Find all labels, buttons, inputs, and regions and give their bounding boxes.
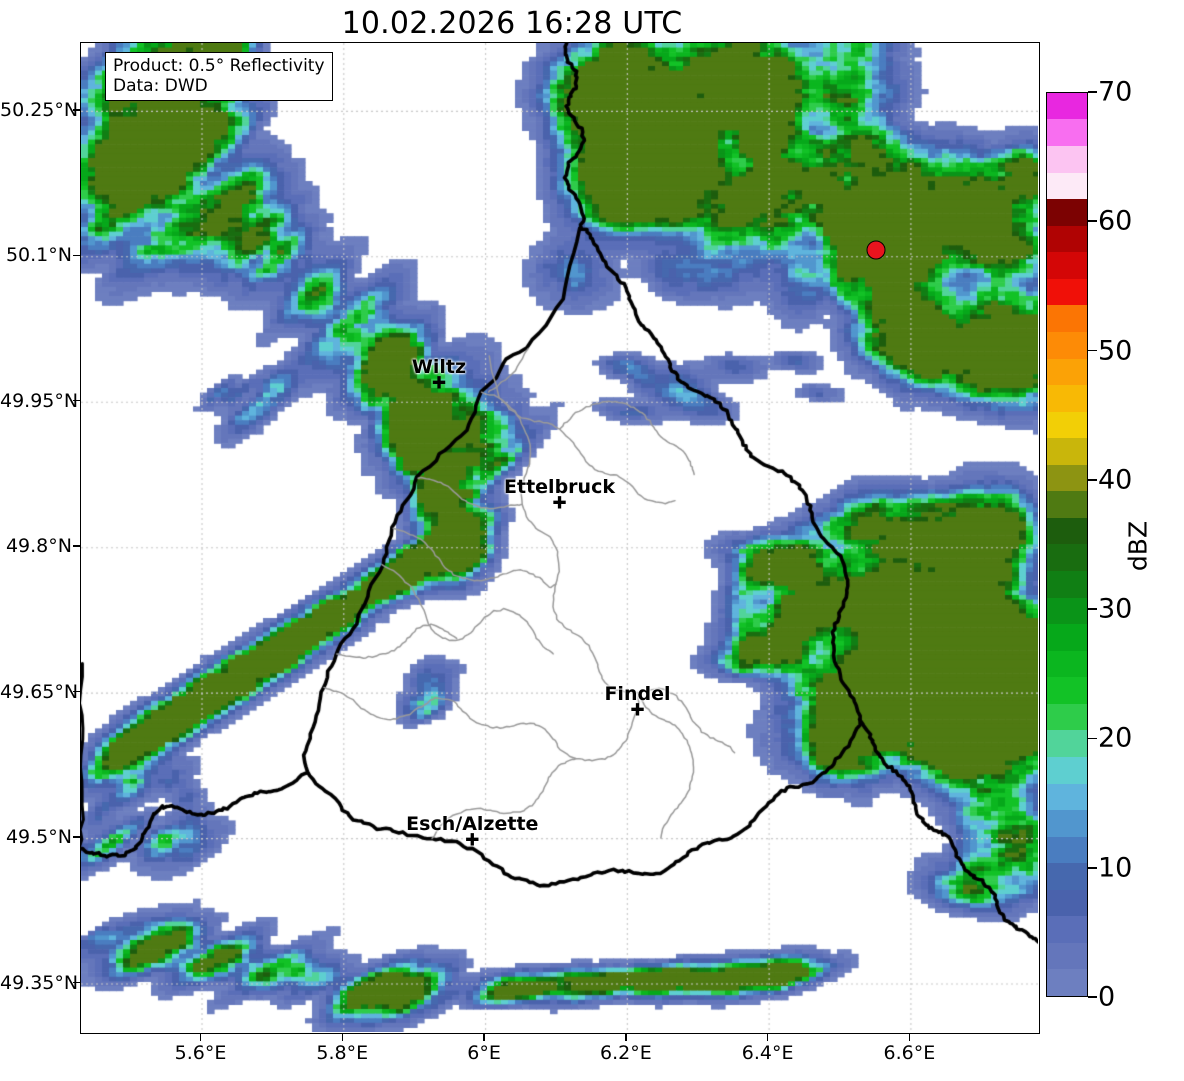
page-title: 10.02.2026 16:28 UTC bbox=[341, 6, 683, 41]
product-line: Product: 0.5° Reflectivity bbox=[113, 56, 325, 76]
x-axis-tick-label: 6°E bbox=[467, 1042, 501, 1064]
colorbar-band bbox=[1047, 916, 1087, 943]
colorbar-tick-mark bbox=[1088, 91, 1097, 93]
x-axis-tick-label: 6.4°E bbox=[741, 1042, 794, 1064]
colorbar-tick-mark bbox=[1088, 349, 1097, 352]
colorbar-band bbox=[1047, 331, 1087, 359]
city-marker-icon: ✚ bbox=[431, 373, 447, 394]
x-axis-tick-mark bbox=[766, 1034, 769, 1041]
y-axis-tick-mark bbox=[73, 690, 80, 693]
radar-plot-area: Product: 0.5° Reflectivity Data: DWD Wil… bbox=[80, 42, 1040, 1034]
x-axis-tick-mark bbox=[908, 1034, 911, 1041]
y-axis-tick-mark bbox=[73, 109, 80, 111]
colorbar-band bbox=[1047, 517, 1087, 545]
x-axis-tick-label: 5.6°E bbox=[174, 1042, 227, 1064]
y-axis-tick-label: 50.1°N bbox=[5, 244, 72, 267]
x-axis-tick-label: 6.2°E bbox=[599, 1042, 652, 1064]
colorbar-band bbox=[1047, 650, 1087, 678]
x-axis-tick-mark bbox=[199, 1034, 202, 1041]
radar-site-marker bbox=[866, 240, 886, 260]
colorbar-tick-label: 60 bbox=[1098, 205, 1133, 237]
colorbar-band bbox=[1047, 358, 1087, 386]
colorbar-tick-label: 70 bbox=[1098, 76, 1133, 108]
colorbar-band bbox=[1047, 172, 1087, 200]
colorbar-band bbox=[1047, 783, 1087, 811]
city-marker-icon: ✚ bbox=[630, 700, 645, 721]
y-axis-tick-label: 49.5°N bbox=[5, 826, 72, 849]
colorbar-tick-mark bbox=[1088, 996, 1097, 998]
colorbar-band bbox=[1047, 252, 1087, 279]
y-axis-tick-mark bbox=[73, 981, 80, 984]
colorbar-band bbox=[1047, 544, 1087, 571]
colorbar-tick-mark bbox=[1088, 866, 1097, 869]
colorbar-band bbox=[1047, 969, 1087, 996]
colorbar-tick-label: 40 bbox=[1098, 464, 1133, 496]
city-label: Ettelbruck bbox=[504, 475, 615, 498]
colorbar-band bbox=[1047, 491, 1087, 518]
colorbar-band bbox=[1047, 677, 1087, 704]
y-axis-tick-mark bbox=[73, 254, 80, 256]
colorbar-band bbox=[1047, 119, 1087, 146]
colorbar-band bbox=[1047, 93, 1087, 120]
colorbar-band bbox=[1047, 863, 1087, 890]
colorbar-band bbox=[1047, 942, 1087, 970]
y-axis-tick-mark bbox=[73, 400, 80, 402]
colorbar-tick-label: 50 bbox=[1098, 335, 1133, 367]
colorbar-band bbox=[1047, 836, 1087, 864]
colorbar-band bbox=[1047, 730, 1087, 757]
colorbar-axis-label: dBZ bbox=[1123, 520, 1153, 572]
y-axis-tick-label: 50.25°N bbox=[0, 98, 79, 121]
y-axis-tick-mark bbox=[73, 545, 80, 547]
colorbar-band bbox=[1047, 305, 1087, 332]
y-axis-tick-label: 49.65°N bbox=[0, 680, 79, 703]
colorbar-band bbox=[1047, 438, 1087, 465]
colorbar-band bbox=[1047, 278, 1087, 306]
colorbar-band bbox=[1047, 146, 1087, 173]
colorbar-band bbox=[1047, 199, 1087, 226]
colorbar-band bbox=[1047, 756, 1087, 784]
colorbar-band bbox=[1047, 889, 1087, 917]
colorbar-tick-mark bbox=[1088, 737, 1097, 740]
y-axis-tick-label: 49.8°N bbox=[5, 535, 72, 558]
colorbar-tick-mark bbox=[1088, 479, 1097, 481]
y-axis-tick-label: 49.95°N bbox=[0, 389, 79, 412]
radar-reflectivity-canvas bbox=[81, 43, 1038, 1032]
colorbar-tick-mark bbox=[1088, 220, 1097, 223]
colorbar-tick-mark bbox=[1088, 608, 1097, 610]
colorbar-band bbox=[1047, 810, 1087, 837]
x-axis-tick-label: 5.8°E bbox=[316, 1042, 369, 1064]
x-axis-tick-mark bbox=[341, 1034, 343, 1041]
city-label: Findel bbox=[604, 683, 671, 706]
city-marker-icon: ✚ bbox=[552, 493, 567, 514]
product-info-box: Product: 0.5° Reflectivity Data: DWD bbox=[105, 52, 333, 102]
city-label: Wiltz bbox=[411, 356, 467, 379]
reflectivity-colorbar bbox=[1046, 92, 1088, 997]
colorbar-band bbox=[1047, 571, 1087, 598]
colorbar-tick-label: 0 bbox=[1098, 981, 1116, 1013]
y-axis-tick-mark bbox=[73, 836, 80, 838]
x-axis-tick-label: 6.6°E bbox=[883, 1042, 936, 1064]
city-marker-icon: ✚ bbox=[465, 830, 480, 851]
colorbar-tick-label: 10 bbox=[1098, 852, 1133, 884]
colorbar-band bbox=[1047, 385, 1087, 412]
colorbar-band bbox=[1047, 703, 1087, 731]
colorbar-band bbox=[1047, 411, 1087, 439]
x-axis-tick-mark bbox=[483, 1034, 485, 1041]
x-axis-tick-mark bbox=[625, 1034, 627, 1041]
colorbar-band bbox=[1047, 597, 1087, 625]
data-source-line: Data: DWD bbox=[113, 76, 208, 97]
city-label: Esch/Alzette bbox=[406, 812, 539, 835]
colorbar-band bbox=[1047, 225, 1087, 253]
colorbar-band bbox=[1047, 464, 1087, 492]
colorbar-band bbox=[1047, 624, 1087, 651]
colorbar-tick-label: 30 bbox=[1098, 593, 1133, 625]
y-axis-tick-label: 49.35°N bbox=[0, 971, 79, 994]
colorbar-tick-label: 20 bbox=[1098, 722, 1133, 754]
